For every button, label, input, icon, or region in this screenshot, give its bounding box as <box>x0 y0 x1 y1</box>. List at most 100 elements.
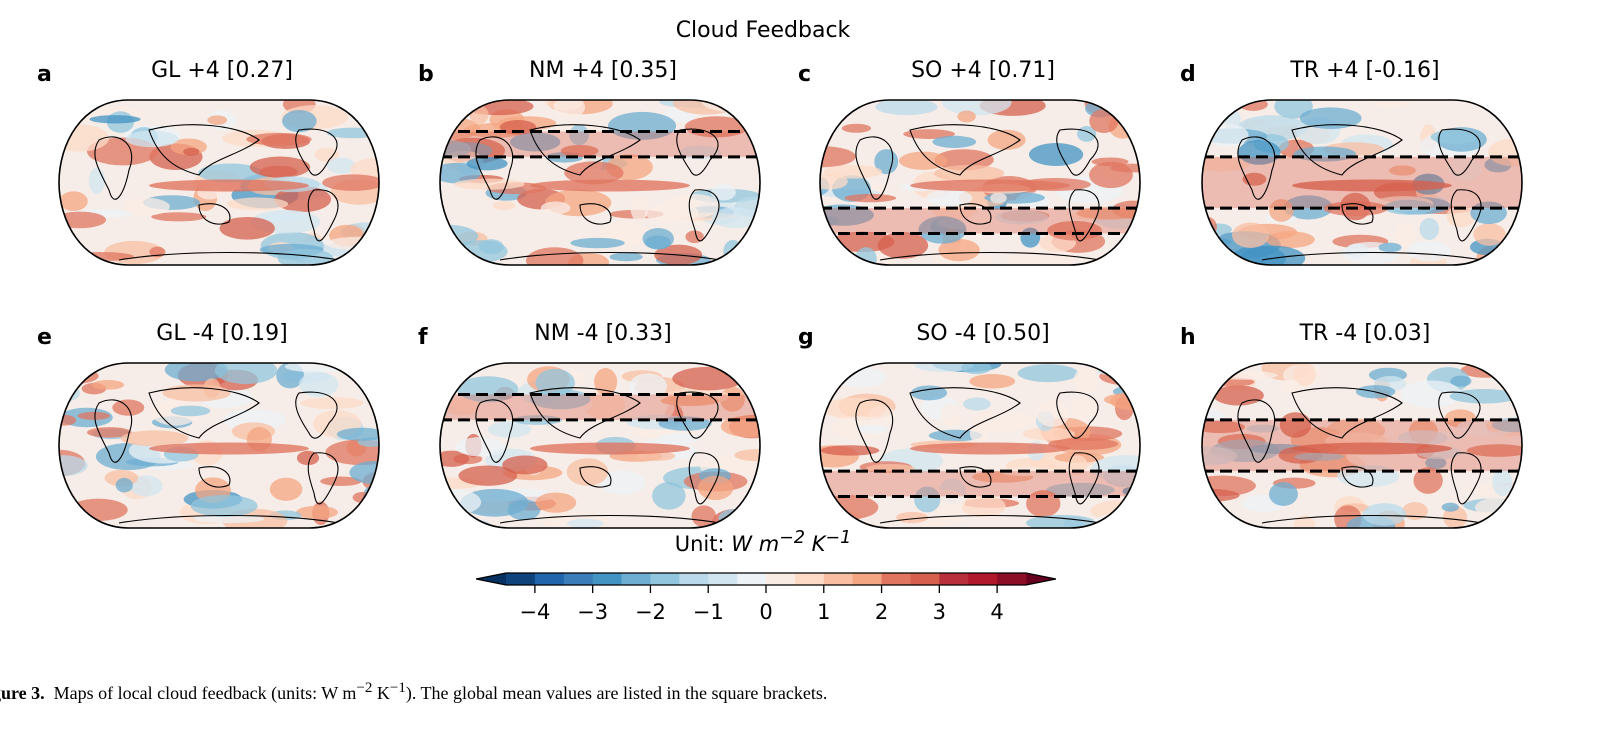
forced-region <box>440 131 760 157</box>
field-patch <box>1499 363 1522 377</box>
field-patch <box>59 414 77 426</box>
field-patch <box>934 164 1005 182</box>
figure-caption: gure 3. Maps of local cloud feedback (un… <box>0 680 827 704</box>
field-patch <box>1202 157 1250 172</box>
coastline <box>879 514 1101 524</box>
field-patch <box>658 432 700 445</box>
panel-letter: e <box>37 325 52 350</box>
field-patch <box>822 363 847 381</box>
field-patch <box>994 209 1049 225</box>
field-patch <box>941 100 1012 116</box>
field-patch <box>1292 442 1452 455</box>
map-outline <box>439 99 761 266</box>
field-patch <box>129 475 163 497</box>
map-panel-b: b NM +4 [0.35] <box>418 58 768 266</box>
field-patch <box>499 120 537 135</box>
field-patch <box>530 179 690 192</box>
field-patch <box>823 164 883 179</box>
field-patch <box>918 216 967 244</box>
map <box>58 99 380 266</box>
coastline <box>499 251 721 261</box>
colorbar-bin <box>794 573 825 585</box>
field-patch <box>326 157 356 174</box>
field-patch <box>594 368 618 396</box>
map-outline <box>439 362 761 529</box>
forced-region <box>820 208 1140 234</box>
forced-region <box>440 394 760 420</box>
map-outline <box>1201 99 1523 266</box>
field-patch <box>652 481 686 510</box>
field-patch <box>1425 456 1447 470</box>
field-patch <box>583 391 626 419</box>
field-patch <box>170 405 211 417</box>
field-patch <box>1294 452 1344 461</box>
colorbar-bin <box>679 573 709 585</box>
colorbar-bin <box>506 573 536 585</box>
field-patch <box>59 234 79 263</box>
field-patch <box>856 424 889 434</box>
field-patch <box>711 207 760 229</box>
coastline <box>1341 203 1374 225</box>
field-patch <box>1492 468 1513 497</box>
colorbar-bin <box>708 573 738 585</box>
colorbar-tick-label: −4 <box>519 600 550 624</box>
coastline <box>198 203 231 225</box>
field-patch <box>162 384 231 402</box>
colorbar: −4 −3 −2 −1 0 1 2 3 4 <box>476 572 1056 624</box>
field-patch <box>1402 502 1428 520</box>
caption-label: gure 3. <box>0 683 45 703</box>
coastline <box>1438 391 1481 439</box>
colorbar-bin <box>592 573 623 585</box>
colorbar-tick-label: 2 <box>875 600 888 624</box>
field-patch <box>1473 223 1506 246</box>
field-patch <box>910 385 948 401</box>
field-patch <box>961 363 992 375</box>
field-patch <box>507 499 541 521</box>
field-patch <box>1073 367 1098 396</box>
coastline <box>909 387 1021 439</box>
field-patch <box>1397 430 1448 446</box>
field-patch <box>875 100 938 116</box>
coastline <box>118 251 340 261</box>
field-patch <box>1293 363 1316 387</box>
field-patch <box>207 115 228 125</box>
coastline <box>1291 387 1403 439</box>
field-patch <box>697 475 734 500</box>
field-patch <box>990 192 1007 204</box>
colorbar-tick-label: −1 <box>693 600 724 624</box>
field-patch <box>914 363 974 372</box>
colorbar-tick-label: −3 <box>577 600 608 624</box>
coastline <box>148 387 260 439</box>
field-patch <box>1466 444 1522 457</box>
field-patch <box>1299 107 1362 129</box>
field-patch <box>1026 490 1061 518</box>
field-patch <box>1430 129 1478 145</box>
coastline <box>959 466 992 488</box>
field-patch <box>226 197 289 211</box>
field-patch <box>644 235 671 250</box>
field-patch <box>630 194 649 222</box>
coastline <box>855 136 894 200</box>
coastline <box>676 128 719 176</box>
field-patch <box>314 147 340 162</box>
field-patch <box>269 477 303 501</box>
field-patch <box>65 100 88 118</box>
field-patch <box>535 368 575 397</box>
coastline <box>855 399 894 463</box>
field-patch <box>59 191 88 212</box>
forced-region <box>820 471 1140 497</box>
colorbar-bin <box>997 573 1027 585</box>
field-patch <box>1035 399 1070 427</box>
unit-prefix: Unit: <box>674 532 732 556</box>
unit-k: K <box>804 532 826 556</box>
field-patch <box>530 442 690 455</box>
field-patch <box>1441 502 1459 512</box>
field-patch <box>855 247 877 265</box>
coastline <box>1261 514 1483 524</box>
field-patch <box>666 193 721 219</box>
map-outline <box>1201 362 1523 529</box>
field-patch <box>609 252 643 262</box>
coastline <box>579 466 612 488</box>
field-patch <box>820 495 879 520</box>
field-patch <box>553 100 586 119</box>
